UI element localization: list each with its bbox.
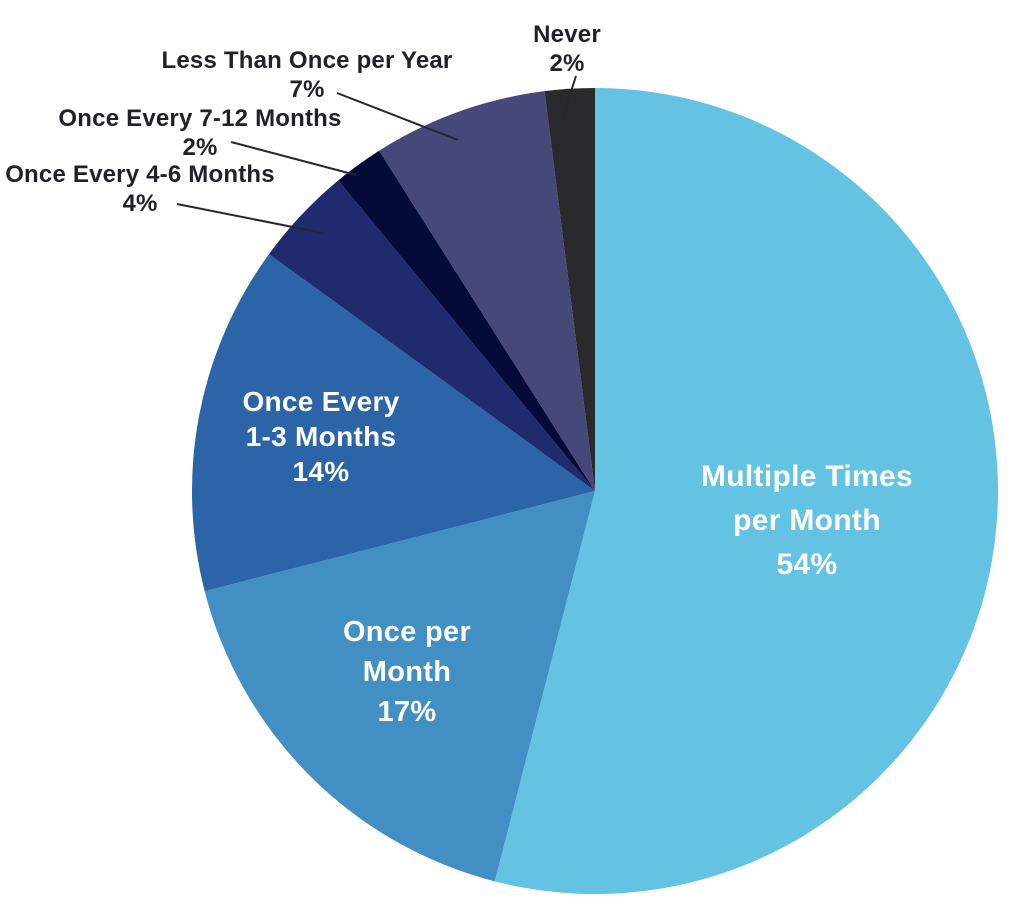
label-multiple-times-per-month-line2: per Month <box>733 504 881 537</box>
label-once-every-1-3-months-pct: 14% <box>292 456 350 487</box>
label-never-text: Never <box>533 21 601 48</box>
label-multiple-times-per-month: Multiple Times per Month 54% <box>701 455 913 587</box>
pie-slice-once-every-1-3-months <box>192 254 595 592</box>
label-once-every-7-12-months: Once Every 7-12 Months 2% <box>58 104 341 162</box>
label-once-every-4-6-months-pct: 4% <box>122 190 158 217</box>
label-less-than-once-per-year: Less Than Once per Year 7% <box>162 46 453 104</box>
label-once-per-month-line1: Once per <box>342 616 472 648</box>
label-never-pct: 2% <box>549 50 585 77</box>
pie-slice-once-every-4-6-months <box>268 180 595 491</box>
label-once-every-1-3-months: Once Every 1-3 Months 14% <box>242 384 399 489</box>
label-less-than-once-per-year-text: Less Than Once per Year <box>161 47 453 74</box>
label-once-every-1-3-months-line1: Once Every <box>242 386 400 417</box>
pie-slice-never <box>544 88 595 491</box>
label-once-per-month: Once per Month 17% <box>343 612 471 732</box>
label-never: Never 2% <box>533 20 601 78</box>
label-less-than-once-per-year-pct: 7% <box>289 76 325 103</box>
label-once-every-1-3-months-line2: 1-3 Months <box>245 421 397 452</box>
label-multiple-times-per-month-line1: Multiple Times <box>700 460 914 493</box>
label-multiple-times-per-month-pct: 54% <box>776 548 838 581</box>
label-once-every-7-12-months-text: Once Every 7-12 Months <box>58 105 342 132</box>
label-once-every-7-12-months-pct: 2% <box>182 134 218 161</box>
pie-slice-once-every-7-12-months <box>338 150 595 492</box>
label-once-every-4-6-months-text: Once Every 4-6 Months <box>5 161 275 188</box>
pie-slice-less-than-once-per-year <box>379 91 595 492</box>
label-once-every-4-6-months: Once Every 4-6 Months 4% <box>5 160 275 218</box>
label-once-per-month-line2: Month <box>362 656 452 688</box>
pie-chart <box>192 88 998 894</box>
pie-slice-once-per-month <box>204 491 595 882</box>
label-once-per-month-pct: 17% <box>377 696 437 728</box>
pie-slice-multiple-times-per-month <box>494 88 998 894</box>
